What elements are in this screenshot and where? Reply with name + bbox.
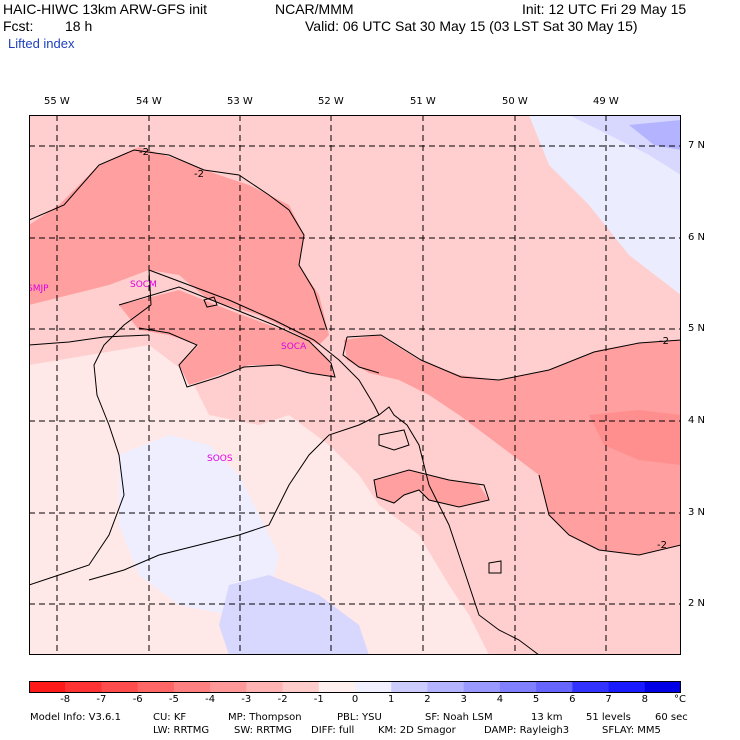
field-fill-ne-pale: [529, 115, 681, 295]
forecast-hour: 18 h: [65, 18, 93, 34]
footer-levels: 51 levels: [586, 712, 631, 723]
contour-label: -2: [657, 540, 667, 551]
field-fill-darker-central: [119, 290, 334, 385]
footer-timestep: 60 sec: [655, 712, 688, 723]
lat-label: 5 N: [688, 323, 706, 334]
colorbar-swatch: [644, 681, 681, 693]
lon-label: 53 W: [227, 96, 253, 107]
colorbar-swatch: [137, 681, 175, 693]
colorbar-tick-label: -4: [205, 694, 216, 705]
colorbar-tick-label: 5: [532, 694, 540, 705]
contour-label: -2: [194, 169, 204, 180]
model-title: HAIC-HIWC 13km ARW-GFS init: [3, 1, 208, 17]
forecast-label: Fcst:: [3, 18, 34, 34]
map-frame: [29, 115, 681, 655]
field-fill-ne-blue-deep: [629, 120, 681, 150]
colorbar-tick-label: 6: [569, 694, 576, 705]
lat-label: 3 N: [688, 507, 706, 518]
colorbar-tick-label: 7: [605, 694, 612, 705]
colorbar-tick-label: 2: [424, 694, 431, 705]
colorbar-swatch: [101, 681, 139, 693]
colorbar-swatch: [499, 681, 537, 693]
coastline: [29, 269, 540, 655]
colorbar-tick-label: -2: [277, 694, 288, 705]
valid-time: Valid: 06 UTC Sat 30 May 15 (03 LST Sat …: [305, 18, 638, 34]
init-time: Init: 12 UTC Fri 29 May 15: [522, 1, 687, 17]
contour-lines: [29, 149, 681, 574]
station-label: SOOS: [207, 454, 233, 464]
footer-model-info: Model Info: V3.6.1: [30, 712, 121, 723]
colorbar-tick-label: 4: [496, 694, 504, 705]
lat-label: 6 N: [688, 232, 706, 243]
colorbar-swatch: [355, 681, 392, 693]
field-fill-pale-blue: [119, 435, 279, 615]
footer-km: KM: 2D Smagor: [378, 725, 456, 736]
lon-label: 50 W: [502, 96, 528, 107]
colorbar-swatch: [282, 681, 320, 693]
footer-diff: DIFF: full: [311, 725, 355, 736]
colorbar-tick-label: -6: [132, 694, 143, 705]
contour-label: -2: [659, 336, 669, 347]
graticule: [29, 115, 681, 655]
colorbar-tick-label: -8: [60, 694, 71, 705]
field-name: Lifted index: [8, 36, 75, 51]
footer-resolution: 13 km: [531, 712, 563, 723]
station-label: SMJP: [29, 284, 49, 294]
organization: NCAR/MMM: [275, 1, 354, 17]
colorbar-swatch: [536, 681, 573, 693]
lat-label: 7 N: [688, 140, 706, 151]
field-patch: [374, 470, 489, 507]
colorbar-swatch: [463, 681, 501, 693]
colorbar-swatch: [572, 681, 610, 693]
colorbar-swatch: [173, 681, 211, 693]
lifted-index-map: -2 -2 -2 -2 SMJP SOCM SOCA SOOS: [29, 115, 681, 655]
colorbar-tick-label: 1: [388, 694, 395, 705]
field-fill-darkest-east: [589, 410, 681, 465]
lat-label: 4 N: [688, 415, 706, 426]
lon-label: 52 W: [318, 96, 344, 107]
colorbar: [29, 681, 681, 693]
station-label: SOCM: [130, 280, 157, 290]
lon-label: 55 W: [44, 96, 70, 107]
colorbar-tick-label: -3: [241, 694, 252, 705]
field-fill-darker-east: [344, 335, 681, 555]
colorbar-tick-label: -5: [168, 694, 179, 705]
colorbar-swatch: [65, 681, 102, 693]
footer-damp: DAMP: Rayleigh3: [484, 725, 570, 736]
colorbar-tick-label: -1: [313, 694, 324, 705]
footer-sflay: SFLAY: MM5: [602, 725, 661, 736]
contour-label: -2: [139, 147, 149, 158]
colorbar-tick-label: 0: [351, 694, 359, 705]
footer-sf: SF: Noah LSM: [425, 712, 493, 723]
footer-pbl: PBL: YSU: [337, 712, 382, 723]
station-label: SOCA: [281, 342, 307, 352]
colorbar-swatch: [427, 681, 465, 693]
lat-label: 2 N: [688, 598, 706, 609]
field-fill-darker-nw: [29, 147, 329, 345]
footer-cu: CU: KF: [153, 712, 187, 723]
colorbar-swatch: [210, 681, 247, 693]
colorbar-swatch: [391, 681, 428, 693]
lon-label: 54 W: [136, 96, 162, 107]
lon-label: 49 W: [593, 96, 619, 107]
colorbar-unit: °C: [674, 694, 686, 705]
colorbar-swatch: [608, 681, 646, 693]
colorbar-swatch: [318, 681, 356, 693]
colorbar-swatch: [29, 681, 66, 693]
colorbar-tick-label: -7: [96, 694, 107, 705]
colorbar-tick-label: 3: [460, 694, 467, 705]
colorbar-tick-label: 8: [641, 694, 648, 705]
colorbar-swatch: [246, 681, 284, 693]
footer-lw: LW: RRTMG: [153, 725, 210, 736]
footer-mp: MP: Thompson: [228, 712, 302, 723]
footer-sw: SW: RRTMG: [234, 725, 292, 736]
lon-label: 51 W: [410, 96, 436, 107]
